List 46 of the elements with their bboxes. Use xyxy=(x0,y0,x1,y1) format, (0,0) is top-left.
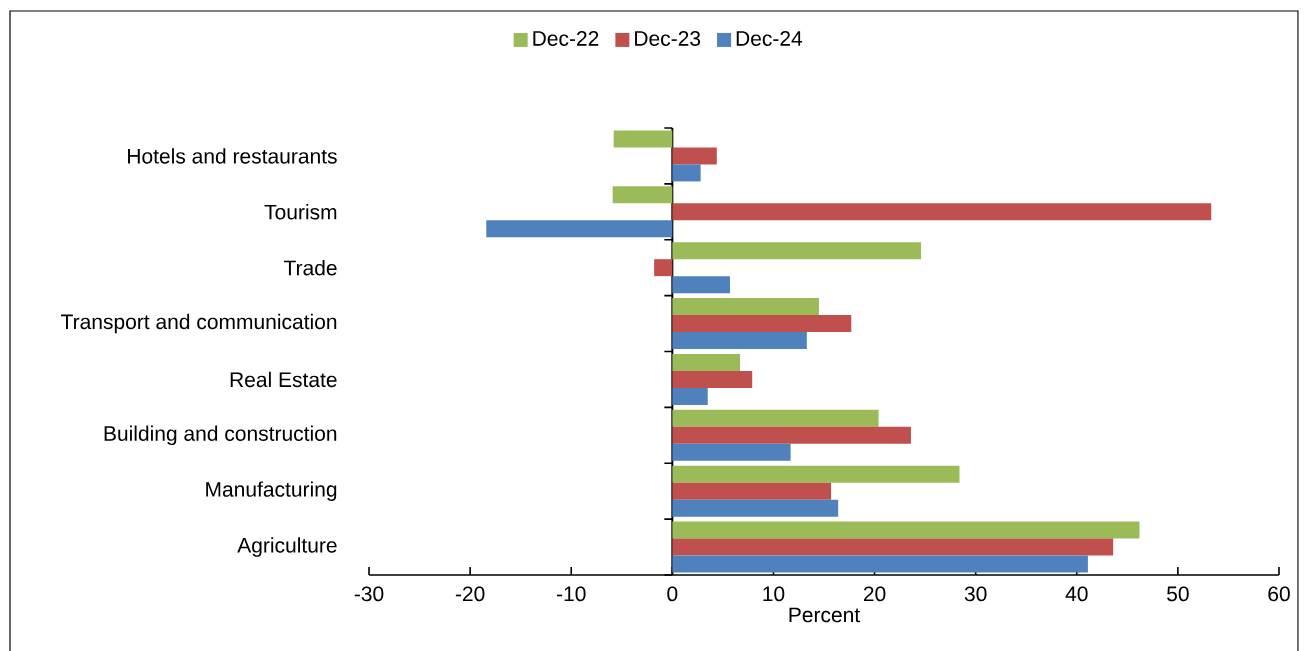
bar xyxy=(612,186,673,204)
bar xyxy=(672,426,911,444)
bar xyxy=(672,443,791,461)
bar xyxy=(672,203,1212,221)
y-tick-label: Agriculture xyxy=(237,537,337,557)
bar xyxy=(672,482,832,500)
x-axis-title: Percent xyxy=(789,607,861,623)
y-tick-label: Hotels and restaurants xyxy=(128,148,337,164)
bar xyxy=(672,315,852,333)
legend-label: Dec-24 xyxy=(736,31,803,46)
x-tick-label: -30 xyxy=(354,586,384,602)
bar xyxy=(672,298,819,316)
bar xyxy=(672,147,717,165)
bar xyxy=(672,164,701,182)
bar xyxy=(672,332,807,350)
bar xyxy=(672,538,1114,556)
x-tick-label: 40 xyxy=(1065,586,1088,602)
bar xyxy=(672,276,730,294)
x-tick-label: -20 xyxy=(455,586,485,602)
x-tick-label: 30 xyxy=(964,586,987,602)
y-tick-label: Transport and communication xyxy=(61,313,337,334)
bar xyxy=(672,499,839,517)
bar xyxy=(486,220,673,238)
x-tick-label: 50 xyxy=(1167,586,1189,602)
y-tick-label: Tourism xyxy=(264,204,337,220)
y-tick-label: Trade xyxy=(283,259,337,276)
bar xyxy=(672,353,741,371)
y-tick-label: Real Estate xyxy=(230,371,337,388)
bar xyxy=(672,555,1088,573)
y-tick-label: Manufacturing xyxy=(206,481,337,501)
bar xyxy=(672,387,708,405)
bar xyxy=(613,130,673,148)
x-tick-label: -10 xyxy=(556,586,586,602)
bar xyxy=(672,242,922,260)
bar xyxy=(672,465,960,483)
x-tick-label: 20 xyxy=(863,586,886,602)
legend-label: Dec-23 xyxy=(635,31,701,46)
x-tick-label: 0 xyxy=(667,586,678,602)
legend-label: Dec-22 xyxy=(533,31,599,46)
x-tick-label: 10 xyxy=(763,586,785,602)
x-tick-label: 60 xyxy=(1268,586,1290,602)
y-tick-label: Building and construction xyxy=(104,425,337,446)
bar xyxy=(672,370,753,388)
bar xyxy=(672,409,879,427)
bar xyxy=(654,259,673,277)
bar xyxy=(672,521,1140,539)
